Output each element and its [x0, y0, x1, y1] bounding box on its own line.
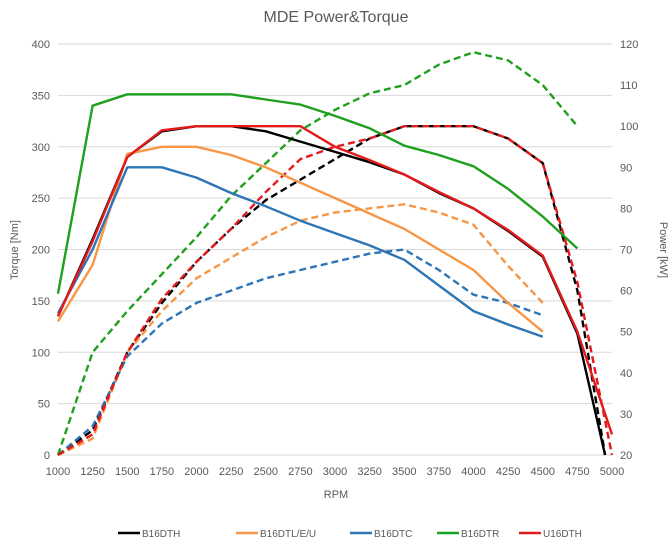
- y-left-tick-label: 200: [32, 245, 50, 257]
- y-right-tick-label: 20: [620, 450, 632, 462]
- x-tick-label: 3000: [323, 466, 347, 478]
- x-tick-label: 5000: [600, 466, 624, 478]
- legend-label: B16DTH: [142, 529, 180, 540]
- y-right-tick-label: 40: [620, 368, 632, 380]
- x-tick-label: 3250: [357, 466, 381, 478]
- legend-label: U16DTH: [543, 529, 582, 540]
- x-tick-label: 4500: [531, 466, 555, 478]
- power-line-b16dth: [57, 124, 607, 456]
- x-tick-label: 1750: [150, 466, 174, 478]
- x-tick-label: 1500: [115, 466, 139, 478]
- y-right-tick-label: 30: [620, 409, 632, 421]
- power-line-b16dtc: [57, 248, 544, 456]
- y-right-tick-label: 50: [620, 327, 632, 339]
- y-right-tick-label: 80: [620, 203, 632, 215]
- y-left-tick-label: 250: [32, 193, 50, 205]
- torque-line-b16dtc: [56, 166, 544, 338]
- y-right-tick-label: 90: [620, 162, 632, 174]
- legend-label: B16DTL/E/U: [260, 529, 316, 540]
- x-axis-label: RPM: [324, 489, 348, 501]
- y-left-tick-label: 300: [32, 142, 50, 154]
- x-tick-label: 2750: [288, 466, 312, 478]
- torque-line-b16dtr: [56, 93, 579, 294]
- x-tick-label: 1250: [80, 466, 104, 478]
- x-tick-label: 2500: [254, 466, 278, 478]
- x-tick-label: 3500: [392, 466, 416, 478]
- x-tick-label: 4250: [496, 466, 520, 478]
- y-right-tick-label: 70: [620, 245, 632, 257]
- chart-title: MDE Power&Torque: [264, 9, 409, 26]
- x-tick-label: 4750: [565, 466, 589, 478]
- legend: B16DTH B16DTL/E/U B16DTC B16DTR U16DTH: [118, 529, 582, 540]
- power-line-b16dtl-e-u: [57, 203, 544, 457]
- y-left-tick-label: 0: [44, 450, 50, 462]
- x-tick-label: 1000: [46, 466, 70, 478]
- series-layer: [56, 51, 614, 457]
- x-tick-label: 4000: [461, 466, 485, 478]
- y-right-tick-label: 60: [620, 286, 632, 298]
- y-left-tick-label: 100: [32, 347, 50, 359]
- y-right-tick-label: 120: [620, 39, 638, 51]
- torque-line-b16dth: [56, 124, 607, 456]
- y-axis-label-left: Torque [Nm]: [9, 220, 21, 280]
- torque-line-b16dtl-e-u: [56, 145, 544, 333]
- legend-label: B16DTC: [374, 529, 412, 540]
- y-right-tick-label: 100: [620, 121, 638, 133]
- grid-layer: [58, 43, 612, 456]
- y-left-tick-label: 50: [38, 399, 50, 411]
- y-right-tick-label: 110: [620, 80, 638, 92]
- power-line-b16dtr: [56, 51, 579, 456]
- y-axis-label-right: Power [kW]: [657, 222, 669, 278]
- x-tick-label: 3750: [427, 466, 451, 478]
- y-left-tick-label: 150: [32, 296, 50, 308]
- y-left-tick-label: 350: [32, 90, 50, 102]
- power-line-u16dth: [57, 124, 614, 457]
- y-left-tick-label: 400: [32, 39, 50, 51]
- x-tick-label: 2000: [184, 466, 208, 478]
- x-tick-label: 2250: [219, 466, 243, 478]
- tick-layer: 0 50 100 150 200 250 300 350 400 20 30 40 50 60 70 80 90…: [32, 39, 639, 478]
- legend-label: B16DTR: [461, 529, 499, 540]
- torque-line-u16dth: [56, 124, 614, 435]
